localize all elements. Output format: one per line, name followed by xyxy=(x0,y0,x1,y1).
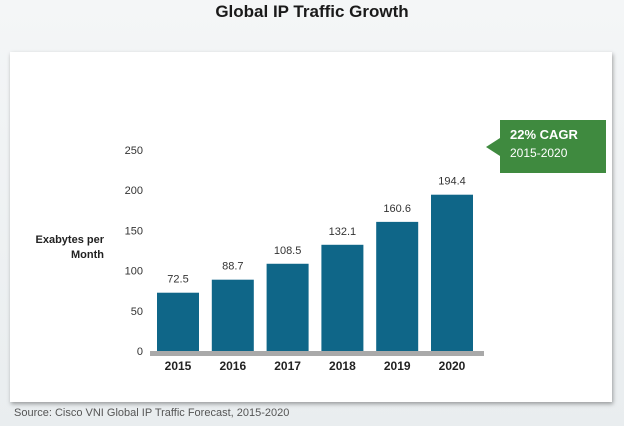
x-tick-label: 2018 xyxy=(329,359,356,373)
y-tick-label: 200 xyxy=(125,185,143,197)
cagr-callout-value: 22% CAGR xyxy=(510,127,578,142)
cagr-callout: 22% CAGR 2015-2020 xyxy=(486,120,606,173)
y-tick-label: 50 xyxy=(131,306,143,318)
bar xyxy=(376,221,419,351)
bar xyxy=(266,263,309,351)
data-label: 88.7 xyxy=(222,261,243,273)
data-label: 194.4 xyxy=(438,176,466,188)
y-tick-label: 250 xyxy=(125,145,143,157)
cagr-callout-period: 2015-2020 xyxy=(510,146,568,160)
x-tick-label: 2017 xyxy=(274,359,301,373)
data-label: 72.5 xyxy=(167,274,188,286)
bar xyxy=(211,279,254,351)
chart-panel xyxy=(10,52,612,402)
bar xyxy=(321,244,364,351)
y-axis-label: Exabytes per Month xyxy=(35,234,104,261)
x-tick-label: 2019 xyxy=(384,359,411,373)
data-label: 160.6 xyxy=(383,203,411,215)
chart-title: Global IP Traffic Growth xyxy=(215,2,409,21)
x-tick-label: 2020 xyxy=(439,359,466,373)
y-tick-label: 100 xyxy=(125,266,143,278)
source-note: Source: Cisco VNI Global IP Traffic Fore… xyxy=(14,407,290,419)
bar xyxy=(157,292,199,351)
data-label: 132.1 xyxy=(329,226,357,238)
data-label: 108.5 xyxy=(274,245,302,257)
x-tick-label: 2016 xyxy=(219,359,246,373)
bar xyxy=(431,194,473,351)
y-tick-label: 150 xyxy=(125,225,143,237)
x-tick-label: 2015 xyxy=(165,359,192,373)
x-axis-line xyxy=(150,351,484,356)
y-tick-label: 0 xyxy=(137,346,143,358)
